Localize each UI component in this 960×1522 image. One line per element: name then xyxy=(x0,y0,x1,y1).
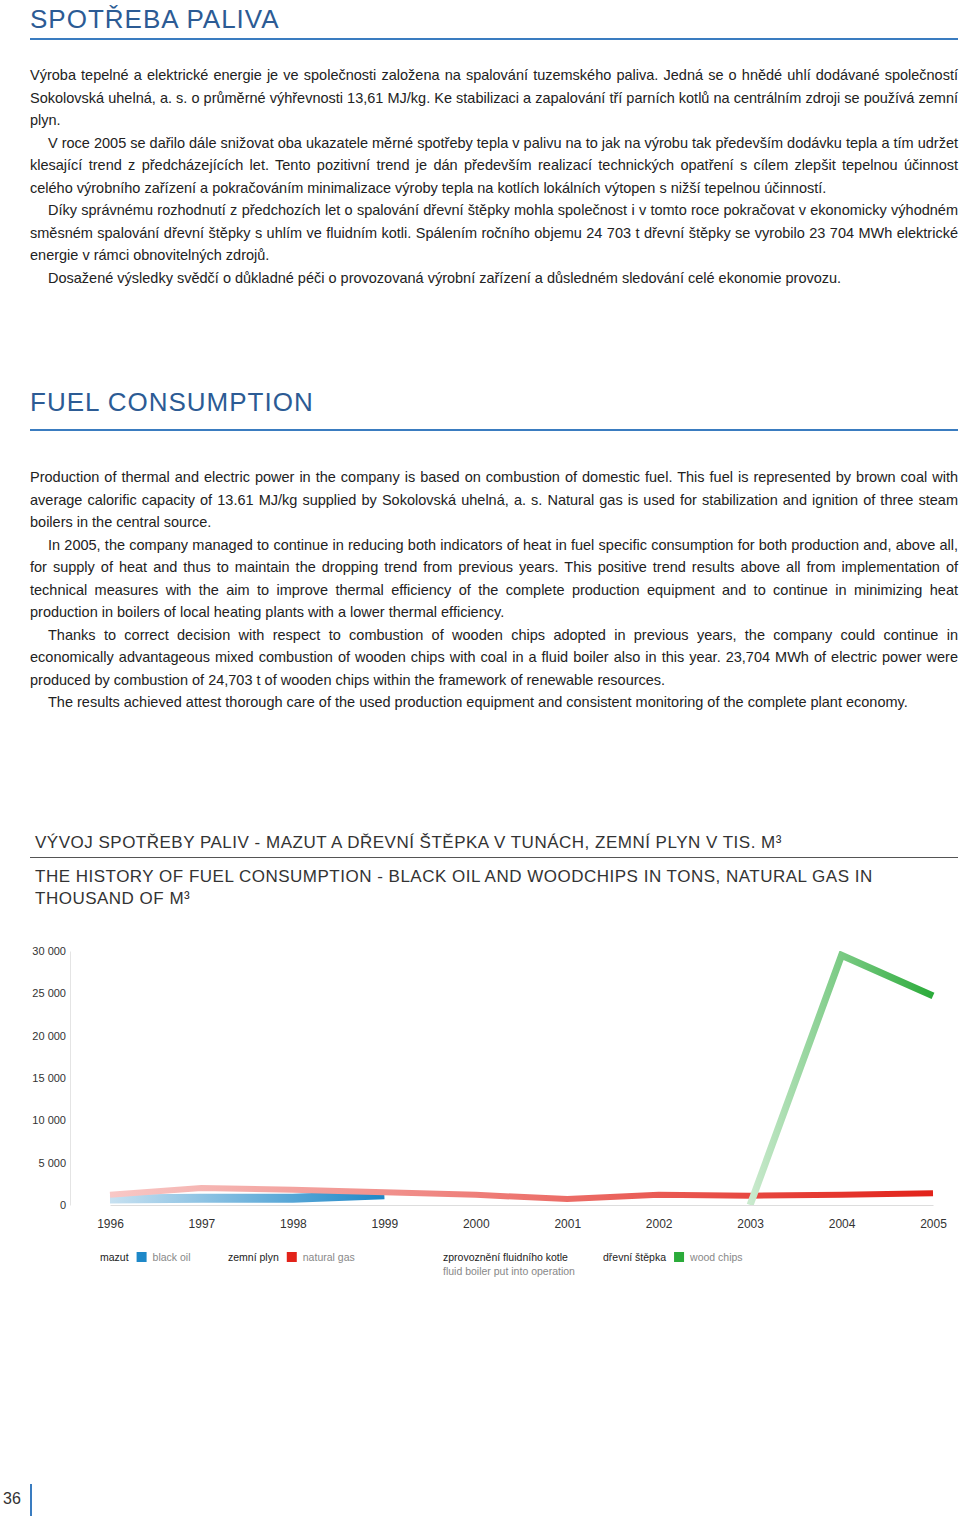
x-tick-label: 1997 xyxy=(189,1217,216,1231)
heading-rule xyxy=(30,38,958,40)
x-tick: 2003 xyxy=(737,1205,764,1231)
series-line xyxy=(110,1188,933,1199)
annotation: fluid boiler put into operation xyxy=(443,1265,575,1277)
paragraph: Thanks to correct decision with respect … xyxy=(30,624,958,692)
y-tick-label: 20 000 xyxy=(32,1030,66,1042)
paragraph: Díky správnému rozhodnutí z předchozích … xyxy=(30,199,958,267)
paragraphs-cz: Výroba tepelné a elektrické energie je v… xyxy=(30,64,958,289)
series-line xyxy=(750,955,933,1205)
y-tick: 10 000 xyxy=(32,1114,70,1126)
x-tick: 2004 xyxy=(829,1205,856,1231)
legend-item: zemní plyn natural gas xyxy=(228,1251,355,1263)
legend-swatch xyxy=(137,1252,147,1262)
y-tick: 30 000 xyxy=(32,945,70,957)
legend-label: wood chips xyxy=(689,1251,743,1263)
x-tick-label: 2001 xyxy=(554,1217,581,1231)
paragraph: The results achieved attest thorough car… xyxy=(30,691,958,714)
paragraph: V roce 2005 se dařilo dále snižovat oba … xyxy=(30,132,958,200)
x-tick-label: 2002 xyxy=(646,1217,673,1231)
series-line xyxy=(110,1195,384,1199)
page-number-rule xyxy=(30,1484,32,1516)
chart-subtitle: THE HISTORY OF FUEL CONSUMPTION - BLACK … xyxy=(35,866,895,910)
x-tick: 2001 xyxy=(554,1205,581,1231)
legend-label: natural gas xyxy=(303,1251,355,1263)
x-tick-label: 1999 xyxy=(371,1217,398,1231)
y-tick: 20 000 xyxy=(32,1030,70,1042)
heading: FUEL CONSUMPTION xyxy=(30,387,314,418)
y-axis-line xyxy=(70,952,71,1206)
chart-title: VÝVOJ SPOTŘEBY PALIV - MAZUT A DŘEVNÍ ŠT… xyxy=(35,832,955,854)
legend-label: black oil xyxy=(153,1251,191,1263)
paragraph: Production of thermal and electric power… xyxy=(30,466,958,534)
annotation: zprovoznění fluidního kotle xyxy=(443,1251,568,1263)
x-tick-label: 2005 xyxy=(920,1217,947,1231)
x-tick: 1998 xyxy=(280,1205,307,1231)
x-tick-label: 1998 xyxy=(280,1217,307,1231)
paragraph: In 2005, the company managed to continue… xyxy=(30,534,958,624)
paragraph: Výroba tepelné a elektrické energie je v… xyxy=(30,64,958,132)
heading-rule xyxy=(30,429,958,431)
x-axis: 1996 1997 1998 1999 2000 2001 2002 2003 2004 2005 xyxy=(97,1205,947,1231)
y-tick-label: 30 000 xyxy=(32,945,66,957)
x-tick: 2000 xyxy=(463,1205,490,1231)
x-tick-label: 2000 xyxy=(463,1217,490,1231)
x-tick: 2005 xyxy=(920,1205,947,1231)
x-axis-line xyxy=(111,1205,934,1206)
paragraph: Dosažené výsledky svědčí o důkladné péči… xyxy=(30,267,958,290)
y-tick: 25 000 xyxy=(32,987,70,999)
legend-item: zprovoznění fluidního kotle fluid boiler … xyxy=(443,1251,575,1277)
legend-item: mazut black oil xyxy=(100,1251,191,1263)
x-tick: 1996 xyxy=(97,1205,124,1231)
x-tick: 1999 xyxy=(371,1205,398,1231)
y-tick-label: 25 000 xyxy=(32,987,66,999)
y-tick: 0 xyxy=(60,1199,70,1211)
legend-label: zemní plyn xyxy=(228,1251,279,1263)
x-tick: 1997 xyxy=(189,1205,216,1231)
page-number: 36 xyxy=(3,1490,21,1508)
legend: mazut black oil zemní plyn natural gas zprov… xyxy=(100,1251,743,1277)
paragraphs-en: Production of thermal and electric power… xyxy=(30,466,958,714)
x-tick-label: 2003 xyxy=(737,1217,764,1231)
x-tick-label: 1996 xyxy=(97,1217,124,1231)
y-tick: 15 000 xyxy=(32,1072,70,1084)
plot-area xyxy=(110,955,933,1205)
legend-swatch xyxy=(287,1252,297,1262)
y-tick-label: 10 000 xyxy=(32,1114,66,1126)
y-axis: 0 5 000 10 000 15 000 20 000 25 000 30 000 xyxy=(32,945,70,1211)
legend-item: dřevní štěpka wood chips xyxy=(603,1251,743,1263)
title-rule xyxy=(30,857,958,858)
x-tick-label: 2004 xyxy=(829,1217,856,1231)
y-tick: 5 000 xyxy=(38,1157,70,1169)
y-tick-label: 0 xyxy=(60,1199,66,1211)
heading: SPOTŘEBA PALIVA xyxy=(30,4,280,35)
legend-swatch xyxy=(674,1252,684,1262)
legend-label: mazut xyxy=(100,1251,129,1263)
x-tick: 2002 xyxy=(646,1205,673,1231)
legend-label: dřevní štěpka xyxy=(603,1251,666,1263)
y-tick-label: 15 000 xyxy=(32,1072,66,1084)
chart: 0 5 000 10 000 15 000 20 000 25 000 30 000 1996… xyxy=(0,930,960,1290)
y-tick-label: 5 000 xyxy=(38,1157,66,1169)
